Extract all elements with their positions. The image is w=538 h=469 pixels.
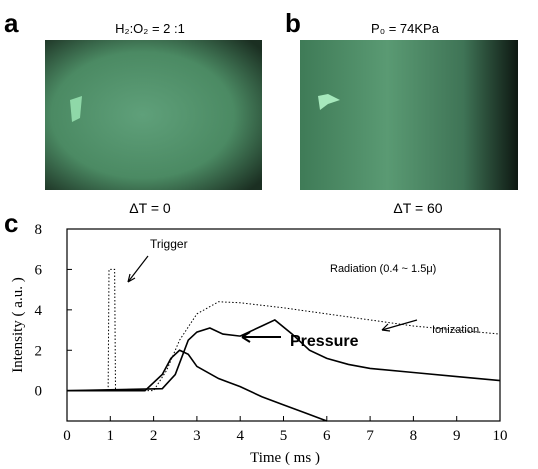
arrow [127, 273, 136, 283]
x-tick-label: 1 [107, 428, 115, 444]
x-tick-label: 7 [366, 428, 374, 444]
panel-title: P₀ = 74KPa [371, 21, 440, 36]
y-axis-label: Intensity ( a.u. ) [10, 277, 26, 372]
panel-label: b [285, 8, 301, 38]
photo [45, 40, 262, 190]
x-tick-label: 0 [63, 428, 71, 444]
y-tick-label: 6 [35, 262, 43, 278]
series-label: Trigger [150, 237, 188, 251]
y-tick-label: 4 [35, 303, 43, 319]
panel-title: H₂:O₂ = 2 :1 [115, 21, 185, 36]
panel-caption: ΔT = 0 [129, 200, 171, 216]
x-tick-label: 4 [236, 428, 244, 444]
x-axis-label: Time ( ms ) [250, 450, 320, 466]
panel-label: a [4, 8, 19, 38]
x-tick-label: 2 [150, 428, 158, 444]
series-line [67, 301, 501, 392]
panel-label: c [4, 208, 18, 238]
x-tick-label: 5 [280, 428, 288, 444]
panel-caption: ΔT = 60 [393, 200, 442, 216]
series-label: Pressure [290, 333, 359, 350]
series-label: Radiation (0.4 ~ 1.5μ) [330, 263, 436, 275]
x-tick-label: 10 [493, 428, 508, 444]
x-tick-label: 3 [193, 428, 201, 444]
x-tick-label: 8 [410, 428, 418, 444]
flame [318, 94, 340, 110]
y-tick-label: 2 [35, 343, 43, 359]
series-line [107, 268, 116, 391]
y-tick-label: 0 [35, 384, 43, 400]
x-tick-label: 6 [323, 428, 331, 444]
arrow [381, 323, 391, 332]
x-tick-label: 9 [453, 428, 461, 444]
series-line [66, 319, 501, 392]
arrow [381, 319, 418, 331]
photo [300, 40, 518, 190]
series-line [67, 349, 328, 422]
series-label: Ionization [432, 324, 479, 336]
arrow [127, 255, 149, 283]
flame [70, 96, 82, 122]
y-tick-label: 8 [35, 222, 43, 238]
